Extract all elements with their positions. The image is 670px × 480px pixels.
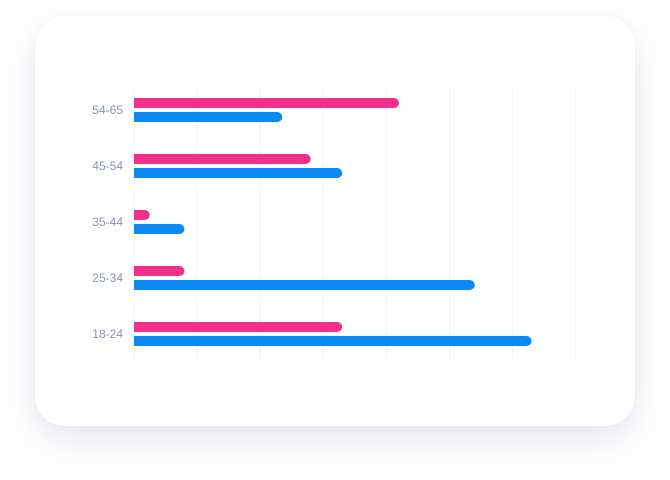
category-label: 45-54 — [92, 159, 123, 173]
bar-base-cap — [134, 154, 139, 164]
bar-series-2 — [134, 336, 532, 346]
bar-base-cap — [134, 336, 139, 346]
bar-series-1 — [134, 154, 311, 164]
bar-base-cap — [134, 112, 139, 122]
bar-base-cap — [134, 98, 139, 108]
chart-card — [35, 16, 635, 426]
bar-series-2 — [134, 112, 283, 122]
gridlines — [133, 88, 577, 360]
bar-base-cap — [134, 168, 139, 178]
bar-series-2 — [134, 224, 185, 234]
bar-series-1 — [134, 322, 343, 332]
category-label: 54-65 — [92, 103, 123, 117]
bar-series-2 — [134, 280, 475, 290]
bar-series-1 — [134, 266, 185, 276]
bar-base-cap — [134, 210, 139, 220]
category-label: 18-24 — [92, 327, 123, 341]
bar-series-2 — [134, 168, 343, 178]
bar-base-cap — [134, 266, 139, 276]
category-label: 35-44 — [92, 215, 123, 229]
bar-base-cap — [134, 224, 139, 234]
category-labels: 18-24 25-34 35-44 45-54 54-65 — [92, 103, 123, 341]
category-label: 25-34 — [92, 271, 123, 285]
bar-base-cap — [134, 322, 139, 332]
bar-base-cap — [134, 280, 139, 290]
bars — [134, 98, 532, 346]
bar-series-1 — [134, 98, 400, 108]
